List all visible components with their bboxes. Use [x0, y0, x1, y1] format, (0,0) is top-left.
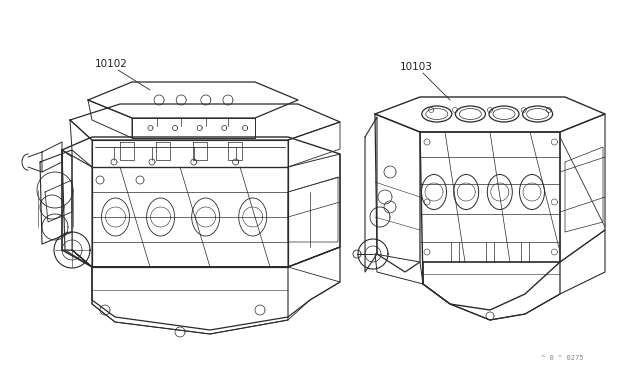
Text: 10103: 10103	[400, 62, 433, 72]
Text: ^ 0 ^ 0275: ^ 0 ^ 0275	[541, 355, 583, 361]
Text: 10102: 10102	[95, 59, 128, 69]
